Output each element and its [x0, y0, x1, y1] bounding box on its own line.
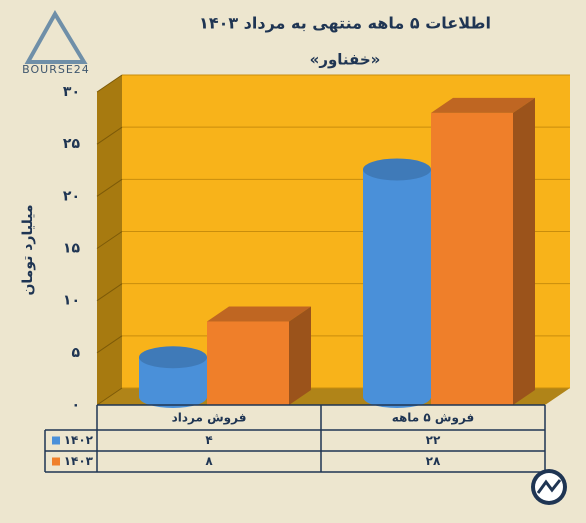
- grid-line-side: [96, 335, 123, 354]
- y-tick-label: ۱۵: [63, 241, 81, 257]
- plot: ۰ ۵ ۱۰ ۱۵ ۲۰ ۲۵ ۳۰ فروش مرداد فروش ۵ ماهه ۱۴۰۲ ۴ ۲۲…: [44, 74, 570, 473]
- grid-line-side: [96, 126, 123, 145]
- table-value: ۲۲: [426, 433, 441, 447]
- badge-arrow: [536, 479, 562, 494]
- table-category: فروش ۵ ماهه: [392, 411, 475, 426]
- table-value: ۲۸: [426, 454, 441, 468]
- bar-cylinder-top: [363, 158, 431, 181]
- bar-box-top: [431, 97, 535, 113]
- y-tick-label: ۰: [71, 397, 80, 413]
- y-axis-title: میلیارد تومان: [20, 204, 36, 295]
- y-tick-label: ۲۰: [63, 188, 80, 204]
- y-tick-label: ۲۵: [63, 136, 81, 152]
- grid-line-side: [96, 231, 123, 249]
- bar-box-side: [289, 306, 311, 405]
- grid-line-side: [96, 387, 123, 406]
- y-tick-label: ۱۰: [63, 293, 80, 309]
- bar-cylinder: [139, 357, 207, 408]
- table-category: فروش مرداد: [172, 411, 247, 426]
- legend-label: ۱۴۰۲: [64, 433, 94, 447]
- badge: [531, 469, 567, 505]
- chart-title: اطلاعات ۵ ماهه منتهی به مرداد ۱۴۰۳: [199, 14, 491, 33]
- bar-box-top: [207, 306, 311, 322]
- bar-cylinder-top: [139, 346, 207, 369]
- logo: BOURSE24: [22, 10, 90, 76]
- logo-text: BOURSE24: [22, 63, 90, 76]
- table-value: ۴: [205, 433, 212, 447]
- grid-line-side: [96, 178, 123, 197]
- table-value: ۸: [205, 454, 213, 468]
- logo-shape: [24, 10, 88, 64]
- chart-subtitle: «خفناور»: [310, 51, 381, 69]
- bar-box-side: [513, 97, 535, 405]
- y-tick-label: ۳۰: [63, 84, 80, 100]
- legend-label: ۱۴۰۳: [64, 454, 94, 468]
- legend-swatch: [52, 457, 60, 466]
- bar-box: [207, 321, 289, 405]
- bar-box: [431, 112, 513, 405]
- grid-line-side: [96, 74, 123, 93]
- grid-line-side: [96, 283, 123, 302]
- y-tick-label: ۵: [71, 345, 80, 361]
- legend-swatch: [52, 436, 60, 445]
- bar-cylinder: [363, 169, 431, 408]
